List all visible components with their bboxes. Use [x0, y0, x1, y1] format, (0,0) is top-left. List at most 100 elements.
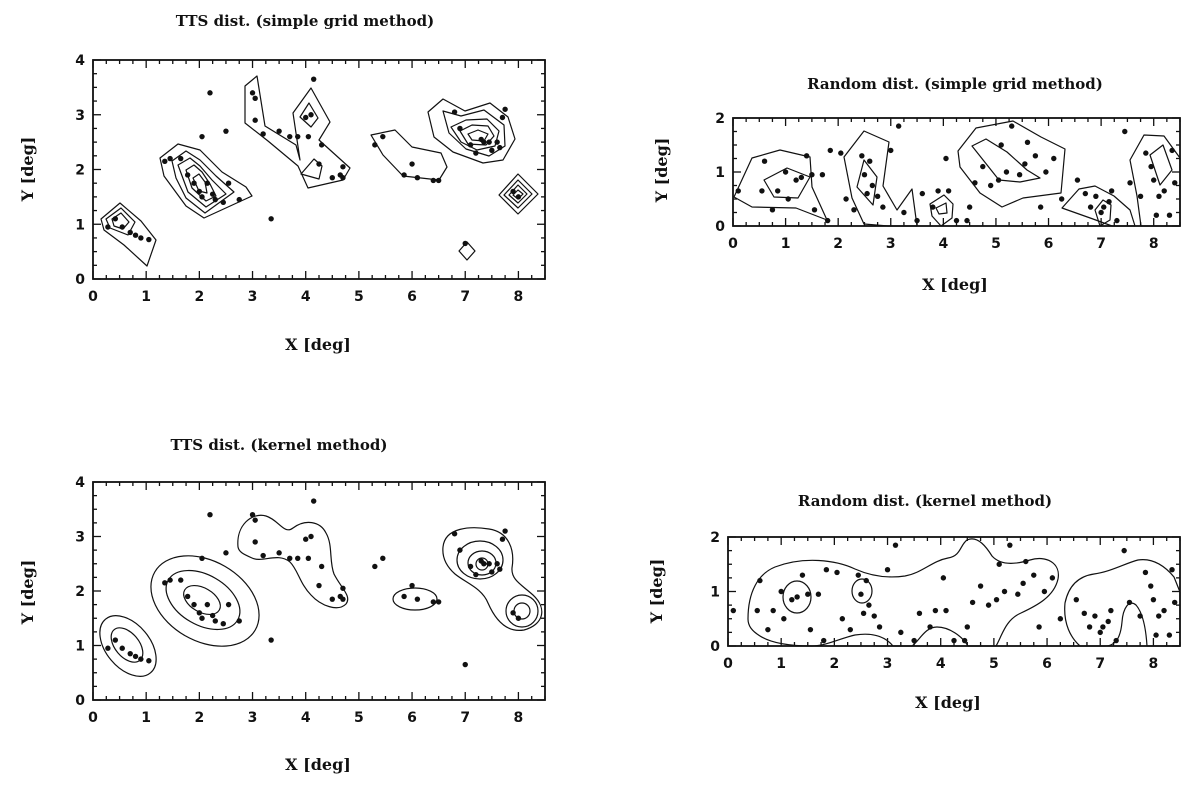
data-point: [409, 582, 415, 589]
data-point: [236, 618, 242, 624]
x-tick-label: 3: [248, 289, 258, 305]
density-contours: [733, 120, 1181, 227]
data-point: [935, 188, 941, 194]
data-point: [184, 593, 191, 600]
data-point: [502, 528, 508, 534]
contour-line: [733, 149, 828, 221]
data-point: [494, 139, 500, 145]
y-tick-label: 0: [710, 639, 720, 655]
data-point: [861, 172, 868, 178]
data-point: [167, 155, 173, 162]
data-point: [119, 224, 125, 230]
data-point: [1081, 610, 1087, 616]
contour-line: [957, 120, 1066, 208]
data-point: [451, 531, 458, 537]
data-point: [803, 153, 810, 159]
plot-frame: [92, 481, 546, 701]
data-point: [112, 637, 119, 643]
data-point: [249, 90, 256, 96]
data-point: [1166, 632, 1173, 638]
data-point: [510, 610, 516, 616]
data-point: [1171, 599, 1178, 606]
density-contours: [100, 75, 539, 267]
data-point: [940, 575, 947, 581]
data-point: [1108, 188, 1115, 194]
x-tick-label: 2: [833, 236, 843, 252]
data-point: [1114, 217, 1120, 224]
data-point: [162, 580, 168, 586]
data-point: [1150, 596, 1157, 603]
data-point: [435, 599, 442, 605]
contour-line: [1094, 199, 1112, 227]
data-point: [199, 555, 205, 561]
data-point: [112, 216, 119, 222]
data-point: [1151, 177, 1157, 183]
data-point: [1137, 613, 1143, 619]
data-point: [839, 616, 846, 622]
data-point: [888, 147, 894, 154]
x-tick-label: 4: [301, 289, 311, 305]
data-point: [199, 133, 205, 140]
data-point: [961, 637, 968, 644]
data-point: [260, 552, 266, 559]
contour-line: [782, 580, 812, 614]
contour-line: [929, 194, 954, 227]
data-point: [871, 613, 877, 619]
data-point: [462, 661, 468, 668]
contour-line: [185, 164, 217, 202]
data-point: [220, 621, 226, 627]
data-point: [295, 133, 301, 140]
data-point: [1016, 172, 1023, 178]
x-tick-label: 6: [407, 289, 417, 305]
data-point: [1023, 558, 1029, 565]
data-point: [892, 542, 899, 548]
x-tick-label: 0: [728, 236, 738, 252]
data-point: [1032, 153, 1039, 159]
contour-line: [856, 159, 878, 206]
contour-line: [392, 587, 438, 611]
data-point: [178, 577, 184, 583]
data-point: [834, 569, 840, 576]
data-point: [502, 106, 508, 112]
data-point: [759, 188, 765, 194]
data-point: [1073, 596, 1080, 603]
data-point: [204, 601, 211, 608]
data-point: [775, 188, 781, 194]
x-tick-label: 2: [829, 656, 839, 672]
contour-line: [370, 129, 448, 181]
data-point: [178, 155, 184, 162]
data-point: [316, 161, 322, 167]
data-point: [765, 626, 771, 633]
data-point: [901, 209, 907, 216]
data-point: [735, 188, 741, 194]
data-point: [191, 180, 197, 186]
contour-line: [843, 130, 918, 227]
data-point: [754, 607, 760, 614]
data-point: [481, 561, 487, 567]
data-point: [1086, 624, 1093, 630]
data-point: [310, 76, 317, 82]
data-point: [1036, 624, 1042, 630]
data-point: [1049, 575, 1056, 581]
data-point: [473, 571, 479, 578]
data-point: [1101, 204, 1107, 210]
data-point: [827, 147, 833, 154]
data-point: [316, 582, 322, 589]
x-tick-label: 8: [1149, 236, 1159, 252]
data-point: [884, 567, 891, 573]
data-point: [196, 610, 203, 616]
y-tick-label: 1: [715, 165, 725, 181]
data-point: [199, 194, 205, 200]
contour-line: [111, 212, 130, 230]
data-point: [805, 591, 811, 597]
data-point: [457, 125, 463, 132]
data-point: [119, 645, 125, 651]
data-point: [1113, 637, 1119, 644]
data-point: [249, 512, 256, 518]
data-point: [898, 629, 904, 636]
data-point: [1166, 212, 1173, 218]
data-point: [132, 653, 139, 660]
data-point: [919, 190, 926, 197]
x-tick-label: 7: [460, 710, 470, 726]
data-point: [127, 229, 133, 236]
